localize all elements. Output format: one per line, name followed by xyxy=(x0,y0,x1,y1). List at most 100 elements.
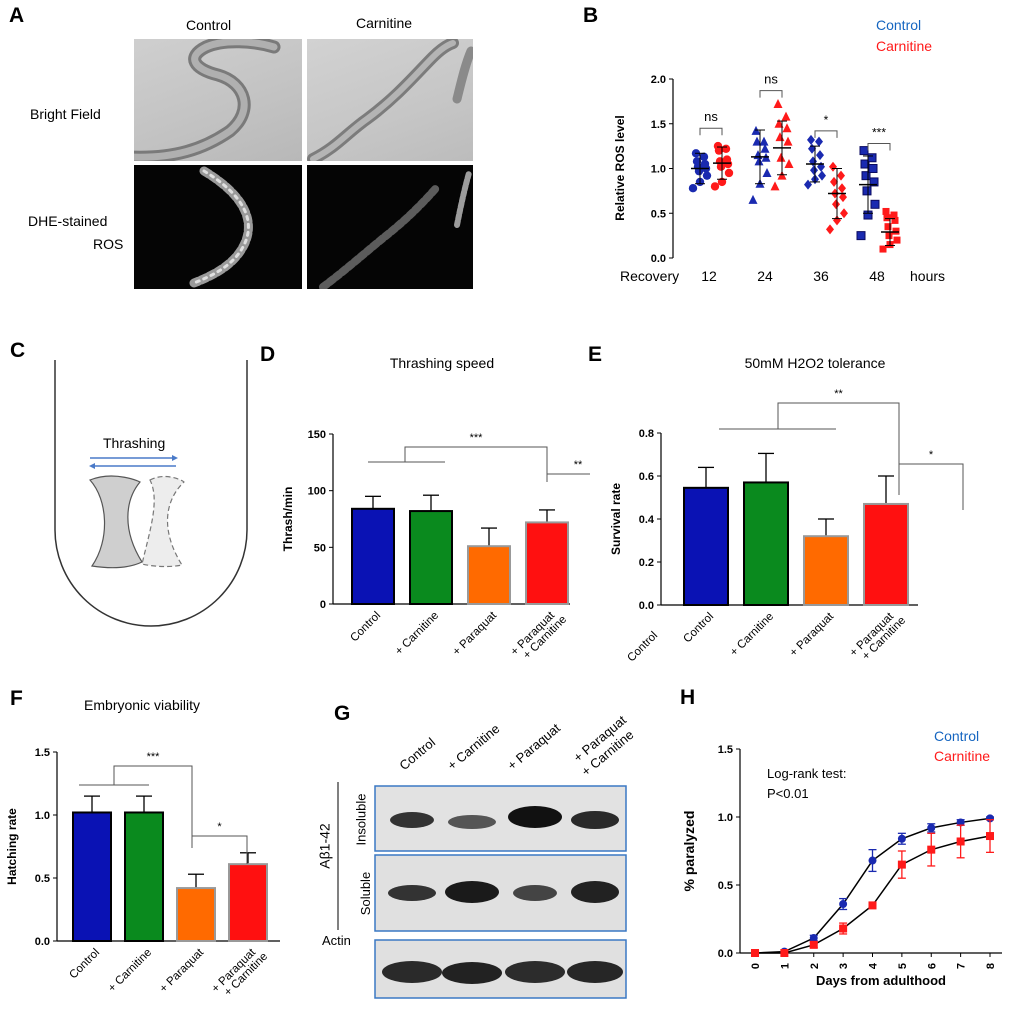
x-tick-label: Control xyxy=(681,611,716,646)
sig-bracket-f-1-label: *** xyxy=(147,751,161,763)
x-tick-label: 8 xyxy=(985,963,997,969)
x-tick-label: 5 xyxy=(897,963,909,969)
x-tick-label: + Paraquat xyxy=(158,946,207,995)
sig-bracket-e-1 xyxy=(777,402,900,495)
data-point xyxy=(837,170,845,181)
bar-0 xyxy=(351,507,395,605)
panel-h-chart: 0.0 0.5 1.0 1.5 0 1 2 3 4 5 6 7 8 Days from adulthood… xyxy=(681,728,1002,988)
x-tick-label: 2 xyxy=(809,963,821,969)
data-point xyxy=(783,136,793,146)
x-tick-label: Control xyxy=(348,610,383,645)
data-point xyxy=(710,182,720,191)
sig-bracket-b-label: * xyxy=(824,113,829,127)
x-extra-label: Control xyxy=(625,630,660,665)
y-tick-label: 1.5 xyxy=(651,119,666,131)
panel-a-row-dhe-line2: ROS xyxy=(93,236,124,252)
worm-bright-control xyxy=(134,39,281,161)
sig-bracket-f-1 xyxy=(113,765,193,848)
panel-letter-b: B xyxy=(583,4,599,27)
data-point xyxy=(839,900,848,909)
blot-soluble-label: Soluble xyxy=(358,871,374,916)
data-point xyxy=(868,856,877,865)
data-point xyxy=(868,164,878,173)
data-point xyxy=(859,146,869,156)
y-tick-label: 0.0 xyxy=(35,936,50,948)
data-point xyxy=(760,143,770,153)
y-tick-label: 1.5 xyxy=(718,744,733,756)
chart-title: Embryonic viability xyxy=(84,697,200,713)
y-tick-label: 100 xyxy=(308,486,326,498)
data-point xyxy=(770,181,780,191)
y-tick-label: 1.0 xyxy=(35,810,50,822)
sig-bracket-b-label: ns xyxy=(764,72,778,87)
band-insoluble-3 xyxy=(508,806,562,828)
data-point xyxy=(869,177,879,187)
data-point xyxy=(884,223,892,231)
panel-a-row-dhe-line1: DHE-stained xyxy=(28,213,108,229)
x-tick-label: + Carnitine xyxy=(106,947,154,995)
x-group-label: 24 xyxy=(757,268,773,284)
data-point xyxy=(856,231,866,241)
x-tick-label: + Carnitine xyxy=(728,611,776,659)
data-point xyxy=(861,171,871,181)
blot-insoluble-label: Insoluble xyxy=(353,793,369,846)
data-point xyxy=(862,186,872,196)
data-point xyxy=(892,227,900,235)
band-actin-2 xyxy=(442,962,502,984)
chart-title: Thrashing speed xyxy=(390,355,494,371)
y-tick-label: 0 xyxy=(320,599,326,611)
y-tick-label: 50 xyxy=(314,542,326,554)
data-point xyxy=(817,161,825,172)
bar-2 xyxy=(467,545,511,605)
y-tick-label: 2.0 xyxy=(651,74,666,86)
panel-f-chart: Embryonic viability 0.0 0.5 1.0 1.5 Hatching … xyxy=(5,697,280,999)
series-line-0 xyxy=(754,817,991,954)
data-point xyxy=(804,179,812,190)
y-tick-label: 0.5 xyxy=(718,880,733,892)
worm-dashed xyxy=(141,475,185,568)
data-point xyxy=(699,152,709,162)
data-point xyxy=(860,159,870,169)
data-point xyxy=(809,940,818,949)
data-point xyxy=(882,207,890,215)
y-tick-label: 0.0 xyxy=(639,600,654,612)
panel-letter-c: C xyxy=(10,339,26,362)
panel-letter-a: A xyxy=(9,4,25,27)
blot-antibody-label: Aβ1-42 xyxy=(316,823,333,869)
panel-letter-f: F xyxy=(10,687,23,710)
sig-bracket-f-2-label: * xyxy=(217,821,222,833)
sig-bracket-d-2 xyxy=(546,473,590,482)
y-tick-label: 0.0 xyxy=(651,253,666,265)
band-soluble-3 xyxy=(513,885,557,901)
y-tick-label: 1.0 xyxy=(651,164,666,176)
x-tick-label: + Carnitine xyxy=(393,610,441,658)
data-point xyxy=(927,845,936,854)
data-point xyxy=(754,156,764,166)
data-point xyxy=(722,155,732,164)
data-point xyxy=(986,832,994,841)
sig-bracket-b xyxy=(699,127,723,136)
panel-g-blot-svg xyxy=(337,782,627,999)
data-point xyxy=(773,99,783,109)
bar-0 xyxy=(72,811,112,943)
x-tick-label: 4 xyxy=(868,962,880,969)
data-point xyxy=(927,823,936,832)
bar-3 xyxy=(525,521,569,605)
data-point xyxy=(782,123,792,133)
band-insoluble-4 xyxy=(571,811,619,829)
data-point xyxy=(893,236,901,244)
data-point xyxy=(810,165,818,176)
panel-a-col-carnitine: Carnitine xyxy=(356,15,413,31)
bar-1 xyxy=(124,811,164,943)
bar-2 xyxy=(803,535,849,606)
legend-control: Control xyxy=(934,728,979,744)
panel-letter-h: H xyxy=(680,686,696,709)
panel-d-chart: Thrashing speed 0 50 100 150 Thrash/min Contro… xyxy=(281,355,590,662)
bar-1 xyxy=(743,481,789,606)
data-point xyxy=(762,167,772,177)
panel-g-western-blot: Control + Carnitine + Paraquat + Paraqua… xyxy=(310,712,650,1020)
annotation-line-1: Log-rank test: xyxy=(767,766,847,781)
data-point xyxy=(759,136,769,146)
data-point xyxy=(713,141,723,151)
data-point xyxy=(818,170,826,181)
